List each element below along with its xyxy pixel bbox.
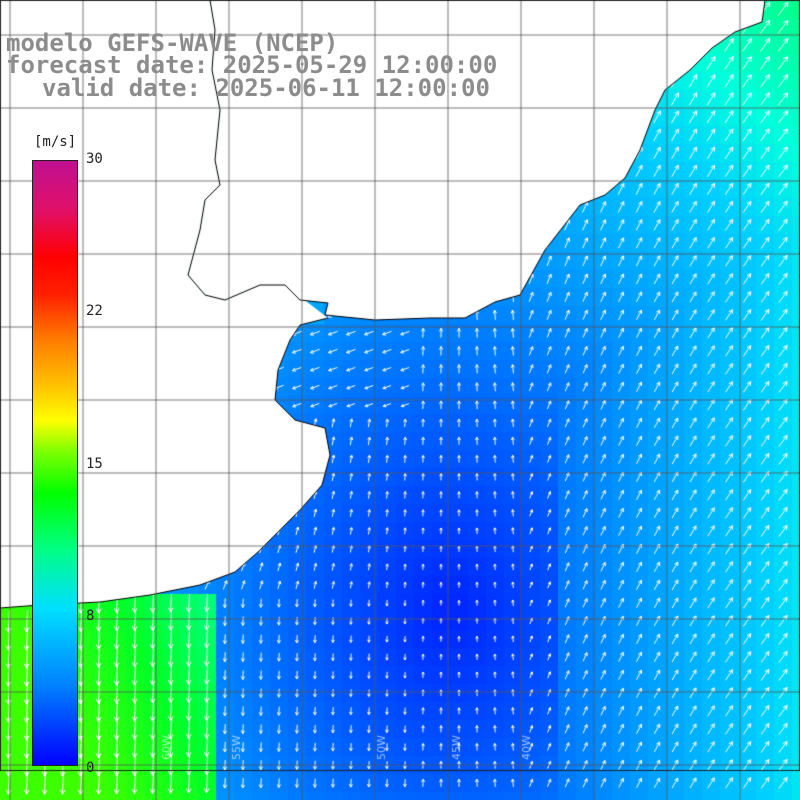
valid-date-title: valid date: 2025-06-11 12:00:00	[42, 74, 490, 102]
colorbar-tick-15: 15	[86, 456, 103, 472]
colorbar-tick-8: 8	[86, 608, 95, 624]
colorbar-tick-30: 30	[86, 151, 103, 167]
model-title: modelo GEFS-WAVE (NCEP)	[6, 29, 339, 57]
colorbar	[32, 160, 78, 766]
forecast-date-title: forecast date: 2025-05-29 12:00:00	[6, 51, 498, 79]
colorbar-tick-22: 22	[86, 303, 103, 319]
colorbar-unit: [m/s]	[34, 134, 77, 150]
colorbar-tick-0: 0	[86, 760, 95, 776]
